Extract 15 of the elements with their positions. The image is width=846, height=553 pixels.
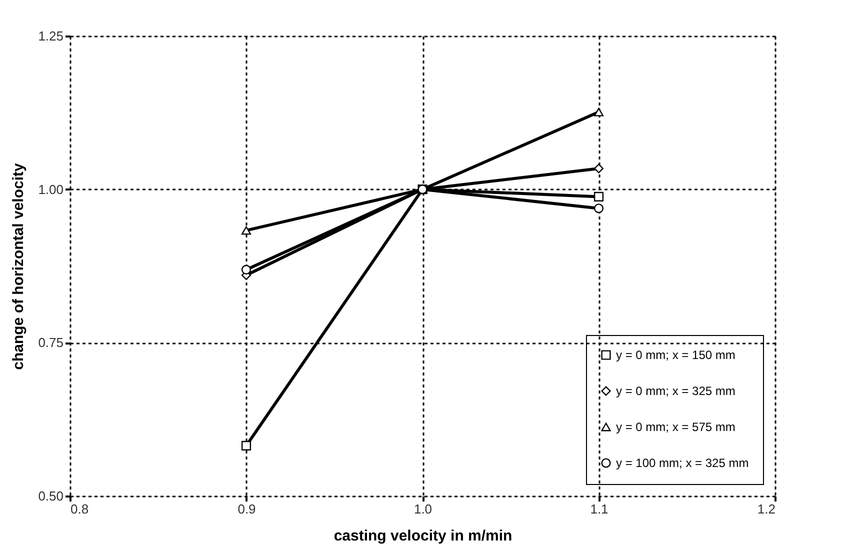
x-tick-label: 0.8 bbox=[70, 502, 89, 516]
legend-label: y = 100 mm; x = 325 mm bbox=[616, 456, 749, 470]
legend-label: y = 0 mm; x = 325 mm bbox=[616, 384, 736, 398]
x-axis-title: casting velocity in m/min bbox=[334, 528, 512, 544]
y-tick-label: 0.75 bbox=[38, 335, 64, 350]
x-tick-label: 0.9 bbox=[238, 502, 256, 516]
x-tick-label: 1.1 bbox=[590, 502, 608, 516]
legend-label: y = 0 mm; x = 575 mm bbox=[616, 420, 736, 434]
x-tick-label: 1.2 bbox=[757, 502, 776, 516]
y-tick-label: 0.50 bbox=[38, 488, 64, 504]
y-tick-label: 1.00 bbox=[38, 182, 64, 197]
y-tick-label: 1.25 bbox=[38, 28, 64, 44]
x-tick-label: 1.0 bbox=[414, 502, 432, 516]
y-axis-title: change of horizontal velocity bbox=[10, 162, 28, 370]
legend-label: y = 0 mm; x = 150 mm bbox=[616, 348, 736, 362]
